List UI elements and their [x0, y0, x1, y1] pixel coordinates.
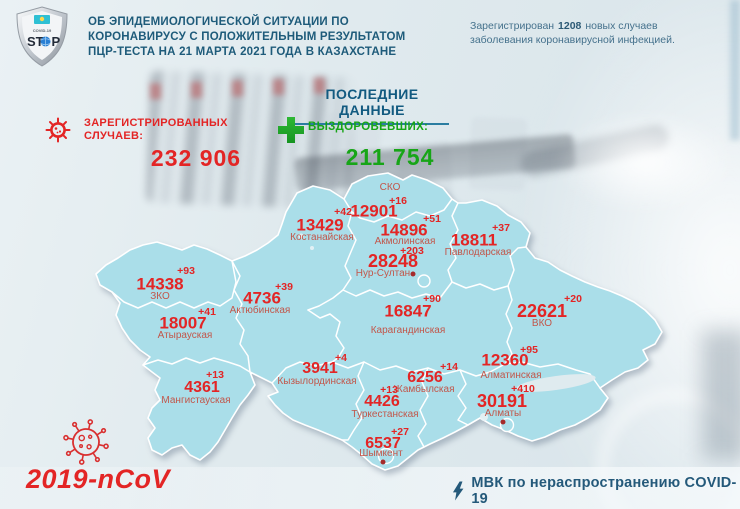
shield-inner: [22, 11, 62, 60]
region-name-ЗКО: ЗКО: [150, 291, 170, 302]
region-name-Алматы: Алматы: [484, 408, 522, 419]
city-dot-Алматы: [500, 419, 506, 425]
region-name-Алматинская: Алматинская: [480, 370, 542, 381]
logo-stop-left: ST: [27, 34, 44, 49]
virus-icon: [45, 117, 71, 143]
region-value-СКО: 12901: [350, 201, 398, 221]
region-value-Павлодарская: 18811: [450, 230, 498, 250]
region-name-Нур-Султан: Нур-Султан: [355, 268, 411, 279]
region-value-Атырауская: 18007: [159, 313, 207, 333]
note-prefix: Зарегистрирован: [470, 20, 555, 32]
region-name-Туркестанская: Туркестанская: [351, 409, 419, 420]
poster-title: ОБ ЭПИДЕМИОЛОГИЧЕСКОЙ СИТУАЦИИ ПО КОРОНА…: [88, 15, 408, 60]
coronavirus-outline-icon: [63, 419, 109, 465]
region-value-Карагандинская: 16847: [384, 301, 432, 321]
new-cases-note: Зарегистрирован 1208 новых случаев забол…: [470, 19, 722, 47]
region-name-Атырауская: Атырауская: [157, 330, 213, 341]
committee-bar: МВК по нераспространению COVID-19: [452, 475, 740, 507]
bg-blue-edge: [730, 0, 740, 140]
title-line-1: ОБ ЭПИДЕМИОЛОГИЧЕСКОЙ СИТУАЦИИ ПО: [88, 16, 349, 28]
logo-covid-text: COVID-19: [33, 28, 52, 33]
registered-label-line2: СЛУЧАЕВ:: [84, 130, 144, 142]
logo-stop-right: P: [52, 34, 61, 49]
region-value-Кызылординская: 3941: [302, 360, 338, 377]
registered-cases-label: ЗАРЕГИСТРИРОВАННЫХ СЛУЧАЕВ:: [84, 117, 228, 143]
region-name-Жамбылская: Жамбылская: [393, 384, 455, 395]
flag-sun: [39, 16, 45, 22]
region-value-Костанайская: 13429: [296, 215, 344, 235]
recovered-value: 211 754: [345, 144, 435, 170]
city-dot-Шымкент: [380, 459, 386, 465]
region-value-ЗКО: 14338: [136, 274, 184, 294]
bg-microscope-blur: [702, 330, 740, 460]
registered-label-line1: ЗАРЕГИСТРИРОВАННЫХ: [84, 117, 228, 129]
region-value-Алматинская: 12360: [481, 350, 529, 370]
title-line-2: КОРОНАВИРУСУ С ПОЛОЖИТЕЛЬНЫМ РЕЗУЛЬТАТОМ: [88, 31, 406, 43]
stop-covid-shield-logo: COVID-19 ST P: [16, 6, 68, 67]
bg-footer-band: [0, 467, 740, 509]
region-value-Актюбинская: 4736: [243, 288, 281, 308]
committee-label: МВК по нераспространению COVID-19: [471, 475, 737, 507]
title-line-3: ПЦР-ТЕСТА НА 21 МАРТА 2021 ГОДА В КАЗАХС…: [88, 46, 397, 58]
region-name-Костанайская: Костанайская: [290, 232, 354, 243]
region-name-Павлодарская: Павлодарская: [444, 247, 512, 258]
region-name-Шымкент: Шымкент: [359, 448, 403, 459]
city-dot-Нур-Султан: [410, 271, 416, 277]
lightning-icon: [452, 481, 464, 501]
recovered-label: ВЫЗДОРОВЕВШИХ:: [308, 121, 429, 133]
globe-lines: [40, 36, 51, 47]
region-name-Карагандинская: Карагандинская: [370, 325, 446, 336]
region-name-Актюбинская: Актюбинская: [229, 305, 291, 316]
latest-data-heading: ПОСЛЕДНИЕ ДАННЫЕ: [295, 86, 449, 125]
region-value-Туркестанская: 4426: [364, 393, 400, 410]
plus-icon: [278, 117, 304, 143]
registered-cases-value: 232 906: [150, 145, 242, 171]
region-value-Мангистауская: 4361: [184, 379, 220, 396]
virus-name-label: 2019-nCoV: [26, 464, 171, 494]
region-name-Мангистауская: Мангистауская: [161, 395, 231, 406]
region-name-ВКО: ВКО: [531, 318, 553, 329]
note-suffix: новых случаев заболевания коронавирусной…: [470, 20, 675, 46]
note-count: 1208: [558, 20, 582, 32]
region-name-Кызылординская: Кызылординская: [277, 376, 357, 387]
region-name-СКО: СКО: [379, 182, 401, 193]
